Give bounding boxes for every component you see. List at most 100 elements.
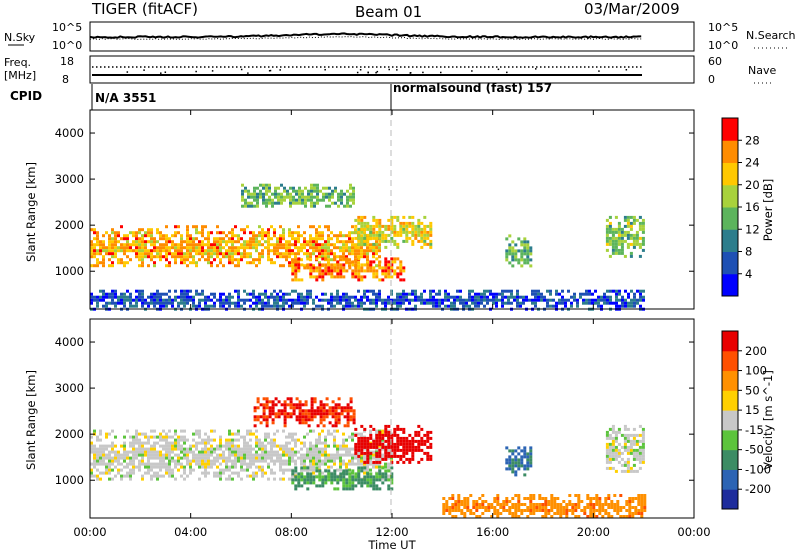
heatmap-cell bbox=[330, 266, 334, 270]
heatmap-cell bbox=[183, 450, 186, 454]
nave-dot bbox=[160, 72, 162, 74]
heatmap-cell bbox=[642, 298, 645, 302]
heatmap-cell bbox=[336, 453, 339, 457]
heatmap-cell bbox=[354, 255, 357, 259]
heatmap-cell bbox=[126, 298, 129, 302]
heatmap-cell bbox=[511, 246, 515, 250]
heatmap-cell bbox=[294, 263, 298, 267]
heatmap-cell bbox=[270, 261, 273, 265]
heatmap-cell bbox=[592, 506, 596, 509]
heatmap-cell bbox=[594, 298, 597, 302]
heatmap-cell bbox=[306, 447, 309, 451]
heatmap-cell bbox=[614, 445, 618, 449]
heatmap-cell bbox=[264, 292, 267, 296]
heatmap-cell bbox=[638, 221, 642, 225]
heatmap-cell bbox=[288, 432, 291, 436]
heatmap-cell bbox=[516, 301, 519, 305]
heatmap-cell bbox=[129, 474, 132, 478]
heatmap-cell bbox=[192, 432, 195, 436]
heatmap-cell bbox=[219, 261, 222, 265]
heatmap-cell bbox=[334, 412, 338, 416]
heatmap-cell bbox=[258, 258, 261, 262]
heatmap-cell bbox=[297, 292, 300, 296]
heatmap-cell bbox=[387, 269, 391, 273]
heatmap-cell bbox=[634, 497, 638, 500]
heatmap-cell bbox=[620, 463, 624, 467]
heatmap-cell bbox=[234, 240, 237, 244]
heatmap-cell bbox=[360, 453, 363, 457]
heatmap-cell bbox=[369, 436, 373, 440]
heatmap-cell bbox=[300, 484, 304, 488]
heatmap-cell bbox=[189, 249, 192, 253]
nave-tick-high: 60 bbox=[708, 55, 722, 68]
heatmap-cell bbox=[300, 456, 303, 460]
heatmap-cell bbox=[312, 465, 315, 469]
heatmap-cell bbox=[150, 252, 153, 256]
heatmap-cell bbox=[327, 225, 330, 229]
nsky-tick-high: 10^5 bbox=[52, 21, 82, 34]
heatmap-cell bbox=[195, 243, 198, 247]
heatmap-cell bbox=[168, 453, 171, 457]
heatmap-cell bbox=[639, 295, 642, 299]
heatmap-cell bbox=[354, 272, 358, 276]
heatmap-cell bbox=[336, 301, 339, 305]
heatmap-cell bbox=[417, 424, 421, 428]
heatmap-cell bbox=[399, 301, 402, 305]
heatmap-cell bbox=[632, 215, 636, 219]
heatmap-cell bbox=[304, 198, 307, 202]
heatmap-cell bbox=[216, 471, 219, 475]
colorbar-swatch bbox=[722, 207, 738, 230]
heatmap-cell bbox=[120, 246, 123, 250]
heatmap-cell bbox=[321, 450, 324, 454]
heatmap-cell bbox=[532, 506, 536, 509]
heatmap-cell bbox=[162, 465, 165, 469]
heatmap-cell bbox=[402, 427, 406, 431]
heatmap-cell bbox=[237, 456, 240, 460]
heatmap-cell bbox=[614, 469, 618, 473]
heatmap-cell bbox=[511, 497, 515, 500]
heatmap-cell bbox=[303, 264, 306, 268]
heatmap-cell bbox=[606, 295, 609, 299]
heatmap-cell bbox=[240, 255, 243, 259]
heatmap-cell bbox=[354, 275, 358, 279]
heatmap-cell bbox=[294, 484, 298, 488]
heatmap-cell bbox=[360, 246, 363, 250]
heatmap-cell bbox=[360, 301, 363, 305]
heatmap-cell bbox=[264, 435, 267, 439]
heatmap-cell bbox=[147, 468, 150, 472]
heatmap-cell bbox=[316, 186, 319, 190]
heatmap-cell bbox=[471, 301, 474, 305]
heatmap-cell bbox=[255, 474, 258, 478]
heatmap-cell bbox=[390, 481, 394, 485]
heatmap-cell bbox=[105, 304, 108, 308]
heatmap-cell bbox=[201, 228, 204, 232]
heatmap-cell bbox=[474, 304, 477, 308]
heatmap-cell bbox=[426, 301, 429, 305]
x-tick-label: 20:00 bbox=[577, 525, 610, 539]
heatmap-cell bbox=[390, 227, 394, 231]
heatmap-cell bbox=[180, 450, 183, 454]
heatmap-cell bbox=[333, 295, 336, 299]
heatmap-cell bbox=[502, 506, 506, 509]
heatmap-cell bbox=[135, 295, 138, 299]
heatmap-cell bbox=[507, 301, 510, 305]
heatmap-cell bbox=[357, 269, 361, 273]
heatmap-cell bbox=[360, 424, 364, 428]
heatmap-cell bbox=[90, 295, 93, 299]
heatmap-cell bbox=[423, 451, 427, 455]
heatmap-cell bbox=[306, 289, 309, 293]
heatmap-cell bbox=[354, 451, 358, 455]
heatmap-cell bbox=[237, 450, 240, 454]
heatmap-cell bbox=[201, 231, 204, 235]
heatmap-cell bbox=[574, 506, 578, 509]
heatmap-cell bbox=[523, 452, 527, 456]
heatmap-cell bbox=[402, 298, 405, 302]
heatmap-cell bbox=[255, 459, 258, 463]
heatmap-cell bbox=[234, 459, 237, 463]
heatmap-cell bbox=[105, 435, 108, 439]
heatmap-cell bbox=[298, 415, 302, 419]
heatmap-cell bbox=[249, 255, 252, 259]
heatmap-cell bbox=[576, 298, 579, 302]
heatmap-cell bbox=[201, 471, 204, 475]
